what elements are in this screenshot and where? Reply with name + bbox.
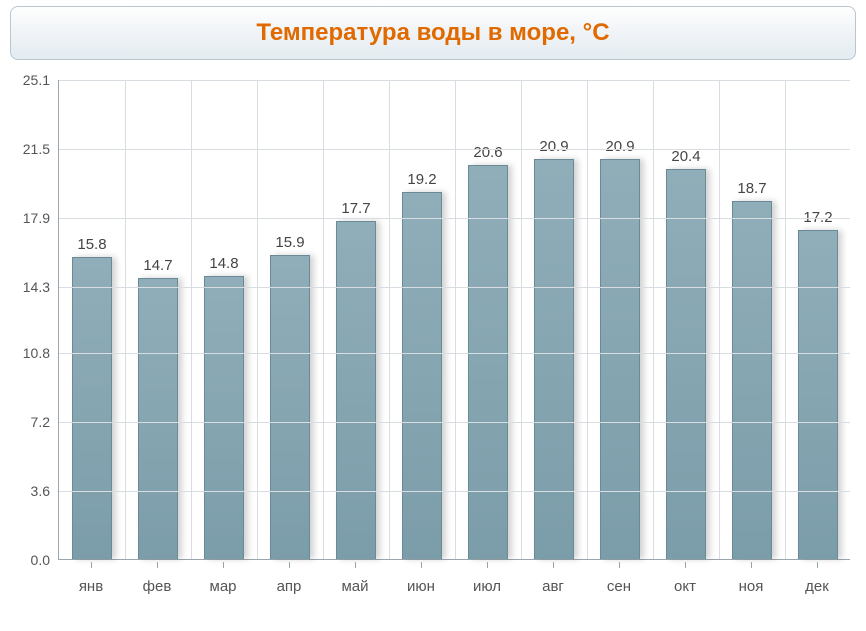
bar: 20.4 bbox=[666, 169, 707, 559]
bar-value-label: 20.6 bbox=[469, 144, 508, 161]
bar-value-label: 14.7 bbox=[139, 257, 178, 274]
gridline-v bbox=[257, 80, 258, 559]
x-tick-mark bbox=[157, 562, 158, 568]
x-tick-mark bbox=[223, 562, 224, 568]
gridline-v bbox=[587, 80, 588, 559]
bar: 18.7 bbox=[732, 201, 773, 559]
bar: 15.9 bbox=[270, 255, 311, 559]
bar-value-label: 20.9 bbox=[535, 138, 574, 155]
x-tick-label: окт bbox=[674, 578, 696, 595]
y-tick-label: 25.1 bbox=[23, 72, 50, 88]
bar: 14.7 bbox=[138, 278, 179, 559]
x-tick-mark bbox=[289, 562, 290, 568]
x-tick-label: фев bbox=[143, 578, 172, 595]
x-tick-label: мар bbox=[210, 578, 237, 595]
x-tick-mark bbox=[355, 562, 356, 568]
x-tick-mark bbox=[685, 562, 686, 568]
y-tick-label: 10.8 bbox=[23, 345, 50, 361]
y-tick-label: 7.2 bbox=[31, 414, 50, 430]
gridline-v bbox=[455, 80, 456, 559]
y-tick-label: 21.5 bbox=[23, 141, 50, 157]
x-tick-label: июн bbox=[407, 578, 435, 595]
gridline-v bbox=[323, 80, 324, 559]
chart-container: 0.03.67.210.814.317.921.525.1 15.814.714… bbox=[10, 80, 856, 610]
x-tick-label: дек bbox=[805, 578, 829, 595]
x-tick-label: апр bbox=[277, 578, 302, 595]
x-tick-mark bbox=[91, 562, 92, 568]
y-tick-label: 17.9 bbox=[23, 210, 50, 226]
x-tick-label: май bbox=[341, 578, 368, 595]
bar: 17.7 bbox=[336, 221, 377, 559]
x-tick-mark bbox=[619, 562, 620, 568]
x-axis: янв фев мар апр май июн июл авг сен окт ноя дек bbox=[58, 562, 850, 602]
gridline-v bbox=[653, 80, 654, 559]
bar-value-label: 18.7 bbox=[733, 180, 772, 197]
gridline-v bbox=[719, 80, 720, 559]
x-tick-label: сен bbox=[607, 578, 631, 595]
gridline-v bbox=[521, 80, 522, 559]
bar-value-label: 15.9 bbox=[271, 234, 310, 251]
bar: 20.9 bbox=[600, 159, 641, 559]
gridline-v bbox=[389, 80, 390, 559]
bar-value-label: 20.9 bbox=[601, 138, 640, 155]
bar: 19.2 bbox=[402, 192, 443, 559]
y-tick-label: 14.3 bbox=[23, 279, 50, 295]
x-tick-mark bbox=[553, 562, 554, 568]
gridline-v bbox=[125, 80, 126, 559]
bar-value-label: 19.2 bbox=[403, 171, 442, 188]
x-tick-label: янв bbox=[79, 578, 103, 595]
chart-title-bar: Температура воды в море, °C bbox=[10, 6, 856, 60]
bar: 20.9 bbox=[534, 159, 575, 559]
y-tick-label: 3.6 bbox=[31, 483, 50, 499]
x-tick-label: июл bbox=[473, 578, 501, 595]
y-tick-label: 0.0 bbox=[31, 552, 50, 568]
bar-value-label: 14.8 bbox=[205, 255, 244, 272]
x-tick-mark bbox=[487, 562, 488, 568]
bar: 15.8 bbox=[72, 257, 113, 559]
y-axis: 0.03.67.210.814.317.921.525.1 bbox=[10, 80, 54, 560]
gridline-v bbox=[191, 80, 192, 559]
x-tick-mark bbox=[751, 562, 752, 568]
bar-value-label: 20.4 bbox=[667, 148, 706, 165]
x-tick-label: авг bbox=[542, 578, 564, 595]
bar: 20.6 bbox=[468, 165, 509, 559]
x-tick-label: ноя bbox=[739, 578, 764, 595]
plot-area: 15.8 14.7 14.8 15.9 17.7 19.2 20.6 20.9 20.9 20.4… bbox=[58, 80, 850, 560]
x-tick-mark bbox=[817, 562, 818, 568]
chart-title: Температура воды в море, °C bbox=[256, 19, 609, 47]
bar: 17.2 bbox=[798, 230, 839, 559]
x-tick-mark bbox=[421, 562, 422, 568]
bar: 14.8 bbox=[204, 276, 245, 559]
bar-value-label: 17.7 bbox=[337, 200, 376, 217]
gridline-v bbox=[785, 80, 786, 559]
bar-value-label: 15.8 bbox=[73, 236, 112, 253]
